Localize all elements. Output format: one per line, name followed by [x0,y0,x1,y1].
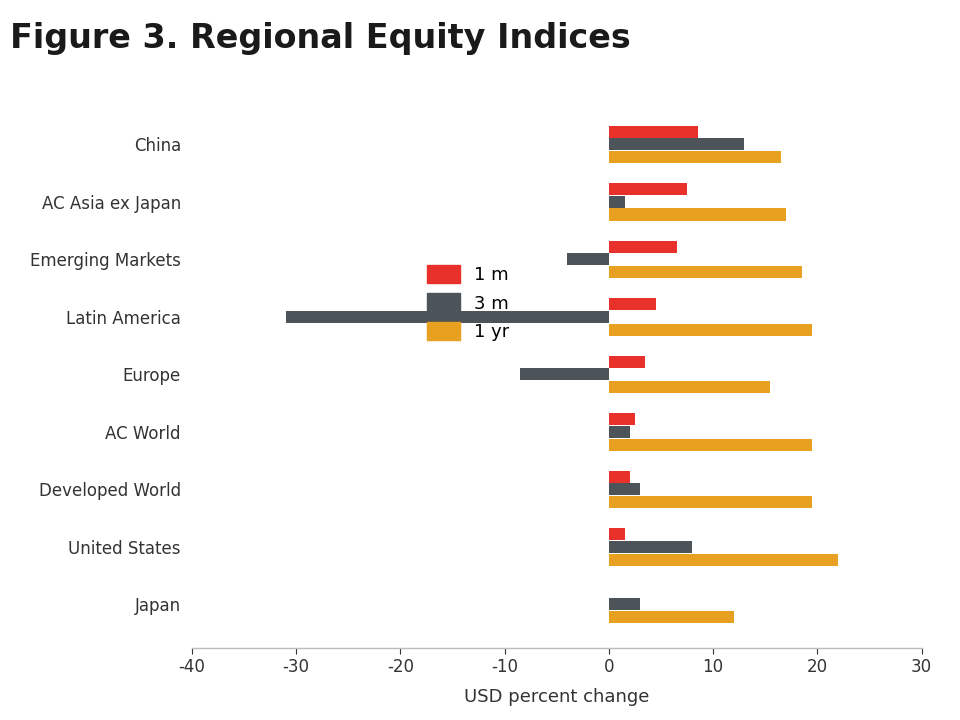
Bar [609,196,625,208]
Bar [609,554,838,566]
Bar [609,209,786,220]
Bar [609,611,734,623]
Bar [609,138,744,150]
Bar [609,496,812,508]
Bar [609,483,640,495]
Bar [609,298,656,310]
Bar [609,126,698,138]
Bar [286,311,609,323]
Legend: 1 m, 3 m, 1 yr: 1 m, 3 m, 1 yr [420,258,516,348]
Bar [609,266,802,278]
Bar [609,413,635,426]
Bar [609,356,645,368]
Text: Figure 3. Regional Equity Indices: Figure 3. Regional Equity Indices [10,22,631,55]
Bar [609,381,771,393]
Bar [520,369,609,380]
Bar [609,426,630,438]
Bar [609,528,625,540]
X-axis label: USD percent change: USD percent change [464,688,650,706]
Bar [567,253,609,266]
Bar [609,183,687,195]
Bar [609,240,677,253]
Bar [609,151,780,163]
Bar [609,541,692,553]
Bar [609,323,812,336]
Bar [609,471,630,483]
Bar [609,598,640,611]
Bar [609,438,812,451]
